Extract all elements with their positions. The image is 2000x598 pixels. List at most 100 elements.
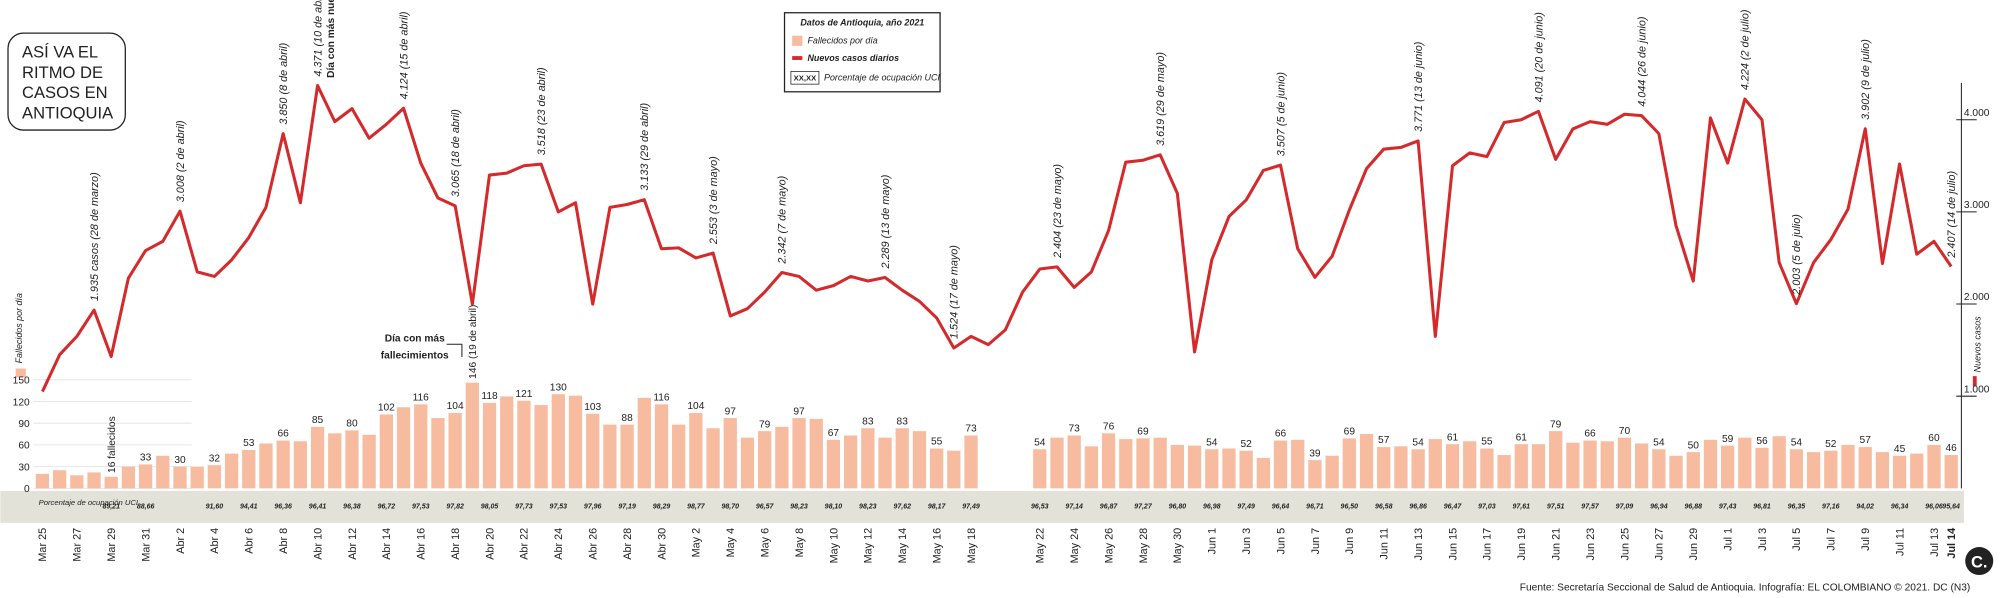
bar-label: 61 <box>1516 432 1528 443</box>
bar <box>1222 448 1236 489</box>
title-line: CASOS EN <box>22 83 108 102</box>
annotation: Día con más nuevos casos <box>326 0 337 78</box>
y-tick-label: 150 <box>13 376 30 387</box>
bar-label: 76 <box>1103 421 1115 432</box>
bar-label: 146 (19 de abril) <box>468 305 479 379</box>
uci-value: 97,49 <box>1237 504 1255 511</box>
x-tick-label: Jun 9 <box>1344 528 1356 555</box>
x-tick-label: Jun 11 <box>1379 528 1391 560</box>
x-tick-label: Jul 7 <box>1826 528 1838 551</box>
x-tick-label: May 26 <box>1103 528 1115 564</box>
bar-label: 16 fallecidos <box>107 416 118 473</box>
bar <box>396 407 411 489</box>
y-axis-label: Fallecidos por día <box>14 293 24 363</box>
bar <box>1669 455 1683 489</box>
x-tick-label: Abr 8 <box>278 528 290 554</box>
uci-value: 97,82 <box>446 504 464 511</box>
line-label: 3.133 (29 de abril) <box>639 103 651 191</box>
y2-axis-label: Nuevos casos <box>1973 316 1983 372</box>
bar <box>1187 445 1202 489</box>
bar <box>809 418 823 489</box>
bar-label: 54 <box>1412 437 1424 448</box>
uci-value: 88,66 <box>137 504 155 511</box>
bar <box>1308 460 1322 489</box>
bar-label: 104 <box>447 401 464 412</box>
bar <box>500 396 514 489</box>
bar-label: 83 <box>862 416 874 427</box>
x-tick-label: May 24 <box>1069 528 1081 564</box>
bar-label: 60 <box>1928 433 1940 444</box>
bar <box>861 428 875 489</box>
bar-label: 73 <box>965 424 977 435</box>
bar <box>1806 452 1821 489</box>
bar <box>379 414 393 489</box>
uci-value: 96,86 <box>1409 504 1427 511</box>
bar <box>1359 434 1374 489</box>
bar-label: 70 <box>1619 426 1631 437</box>
bar <box>1944 455 1958 489</box>
uci-value: 97,53 <box>412 504 430 511</box>
uci-value: 97,03 <box>1478 504 1496 511</box>
uci-value: 96,41 <box>309 504 327 511</box>
bar-label: 54 <box>1206 437 1218 448</box>
bar <box>1635 443 1649 489</box>
bar-label: 54 <box>1653 437 1665 448</box>
x-tick-label: May 28 <box>1138 528 1150 564</box>
bar-label: 39 <box>1309 448 1321 459</box>
bar <box>1445 444 1460 489</box>
bar-label: 45 <box>1894 444 1906 455</box>
legend-swatch <box>792 35 803 46</box>
x-tick-label: May 10 <box>828 528 840 564</box>
line-label: 1.935 casos (28 de marzo) <box>89 172 101 301</box>
uci-value: 98,10 <box>825 504 843 511</box>
bar <box>242 449 256 489</box>
bar-label: 30 <box>174 455 186 466</box>
x-tick-label: Jun 3 <box>1241 528 1253 555</box>
annotation-arrow <box>446 343 463 358</box>
x-tick-label: Jul 14 <box>1946 528 1958 559</box>
bar <box>1273 440 1288 489</box>
uci-value: 96,64 <box>1272 504 1290 511</box>
bar <box>1841 444 1855 489</box>
bar-label: 67 <box>828 428 840 439</box>
bar-label: 79 <box>759 419 771 430</box>
bar <box>224 453 239 489</box>
bar-label: 102 <box>378 403 395 414</box>
bar-label: 130 <box>550 382 567 393</box>
x-tick-label: Abr 30 <box>656 528 668 560</box>
uci-row-label: Porcentaje de ocupación UCI <box>39 498 139 507</box>
bar-label: 69 <box>1344 427 1356 438</box>
bar-label: 32 <box>209 453 221 464</box>
x-tick-label: May 8 <box>794 528 806 558</box>
uci-value: 96,34 <box>1891 504 1909 511</box>
uci-value: 97,49 <box>962 504 980 511</box>
bar <box>551 394 565 489</box>
uci-value: 98,05 <box>481 504 499 511</box>
x-tick-label: Abr 14 <box>381 528 393 560</box>
x-tick-label: Abr 28 <box>622 528 634 560</box>
bar <box>1256 457 1270 489</box>
y-tick-label: 120 <box>13 397 30 408</box>
bar <box>465 382 479 489</box>
bar-label: 83 <box>897 416 909 427</box>
x-tick-label: Abr 22 <box>519 528 531 560</box>
uci-value: 96,80 <box>1169 504 1187 511</box>
bar-label: 88 <box>621 413 633 424</box>
uci-value: 96,53 <box>1031 504 1049 511</box>
x-tick-label: Jun 29 <box>1688 528 1700 561</box>
line-label: 1.524 (17 de mayo) <box>949 245 961 339</box>
legend-label: Porcentaje de ocupación UCI <box>824 72 940 82</box>
uci-value: 96,94 <box>1650 504 1668 511</box>
x-tick-label: May 18 <box>966 528 978 564</box>
bar-label: 55 <box>1481 437 1493 448</box>
bar <box>104 476 118 489</box>
line-label: 3.850 (8 de abril) <box>278 43 290 125</box>
bar <box>1377 447 1391 489</box>
bar-label: 104 <box>687 401 704 412</box>
y-axis-swatch <box>15 368 26 378</box>
x-tick-label: Jun 17 <box>1482 528 1494 561</box>
y2-axis-swatch <box>1972 376 1977 387</box>
line-label: 4.124 (15 de abril) <box>398 11 410 99</box>
line-label: 3.771 (13 de junio) <box>1413 42 1425 132</box>
